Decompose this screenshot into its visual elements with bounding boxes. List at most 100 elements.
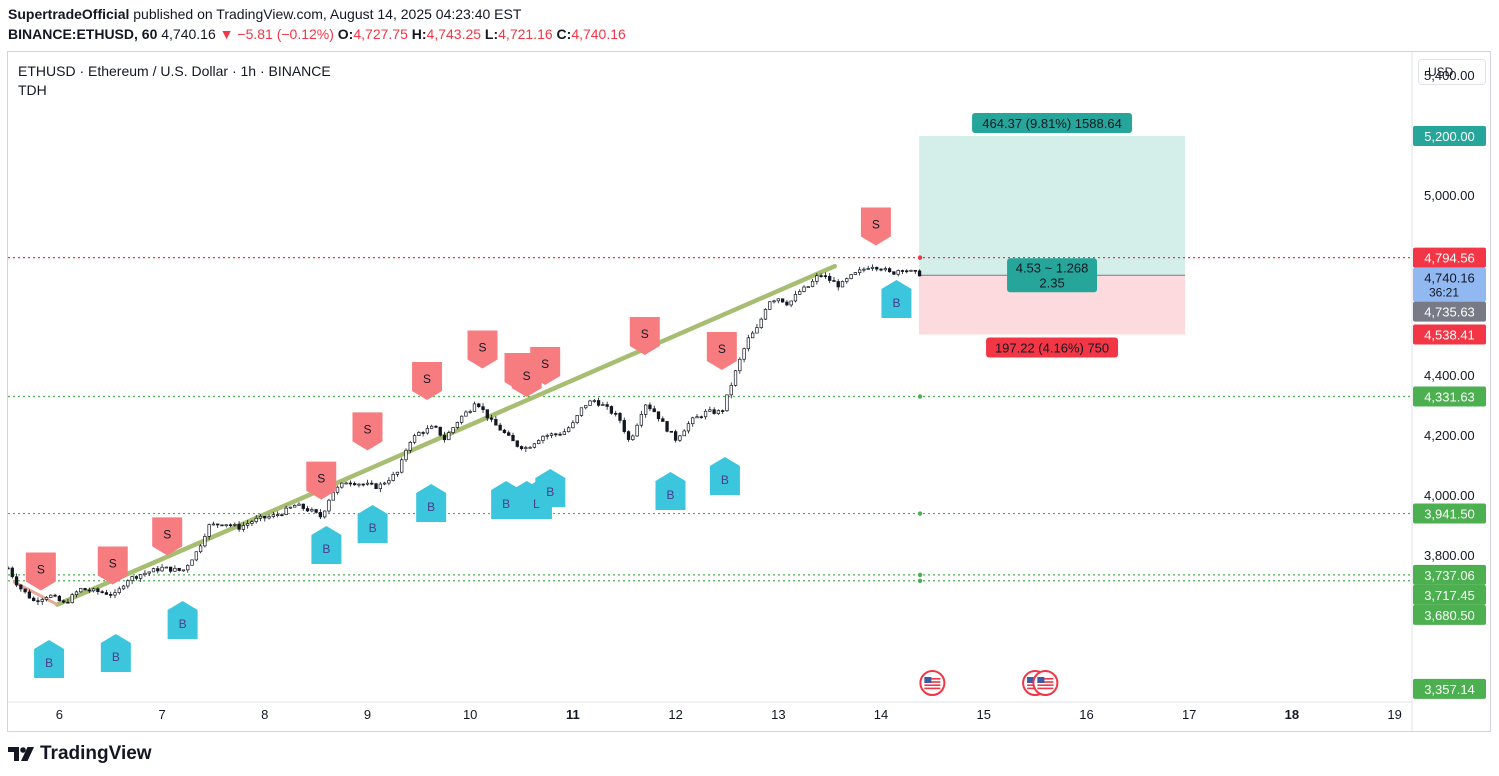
candle-body[interactable] [507,432,511,436]
economic-event-flag[interactable] [1032,670,1059,696]
candle-body[interactable] [425,428,430,434]
level-anchor-dot[interactable] [917,511,923,516]
candle-body[interactable] [32,597,36,602]
candle-body[interactable] [314,509,318,513]
candle-body[interactable] [297,503,301,506]
level-anchor-dot[interactable] [917,578,923,583]
price-axis-tag[interactable]: 4,538.41 [1413,324,1486,345]
candle-body[interactable] [36,600,40,603]
candle-body[interactable] [798,291,802,295]
sell-signal[interactable]: S [706,332,737,370]
candle-body[interactable] [23,588,27,593]
candle-body[interactable] [44,597,49,600]
candle-body[interactable] [785,301,789,306]
candle-body[interactable] [703,410,708,418]
candle-body[interactable] [310,509,314,512]
candle-body[interactable] [177,567,181,571]
candle-body[interactable] [117,588,121,593]
candle-body[interactable] [181,569,186,572]
candle-body[interactable] [361,483,365,486]
candle-body[interactable] [323,510,327,518]
tradingview-logo[interactable]: TradingView [8,743,152,765]
candle-body[interactable] [305,508,310,512]
candle-body[interactable] [228,524,233,527]
candle-body[interactable] [746,337,751,350]
candle-body[interactable] [387,480,391,484]
buy-signal[interactable]: B [357,505,388,543]
candle-body[interactable] [83,588,87,591]
candle-body[interactable] [61,600,66,603]
candle-body[interactable] [768,301,772,310]
candle-body[interactable] [815,275,819,282]
candle-body[interactable] [421,432,425,434]
candle-body[interactable] [113,592,117,596]
candle-body[interactable] [566,427,571,433]
candle-body[interactable] [554,433,558,436]
candle-body[interactable] [485,409,489,419]
candle-body[interactable] [357,483,361,486]
candle-body[interactable] [121,585,126,590]
target-label[interactable]: 464.37 (9.81%) 1588.64 [972,113,1133,133]
candle-body[interactable] [635,424,639,437]
candle-body[interactable] [164,566,168,569]
candle-body[interactable] [331,492,335,501]
candle-body[interactable] [186,564,190,571]
plot-area[interactable]: SSSSSSSSSSSSSBBBBBBBBBBBBB [7,136,1410,678]
candle-body[interactable] [712,409,716,414]
candle-body[interactable] [605,404,609,407]
candle-body[interactable] [738,358,742,372]
candle-body[interactable] [601,404,605,406]
candle-body[interactable] [53,594,57,597]
candle-body[interactable] [511,434,515,442]
candle-body[interactable] [156,568,160,572]
candle-body[interactable] [691,417,695,425]
candle-body[interactable] [434,425,438,428]
candle-body[interactable] [913,269,917,272]
candle-body[interactable] [853,272,858,275]
candle-body[interactable] [275,514,280,516]
candle-body[interactable] [656,411,661,420]
sell-signal[interactable]: S [97,546,128,585]
candle-body[interactable] [318,512,323,518]
buy-signal[interactable]: B [535,469,566,507]
candle-body[interactable] [160,566,164,572]
candle-body[interactable] [348,482,353,485]
candle-body[interactable] [412,435,417,443]
candle-body[interactable] [288,506,293,509]
stop-label[interactable]: 197.22 (4.16%) 750 [986,337,1119,358]
candle-body[interactable] [254,517,258,523]
candle-body[interactable] [849,274,853,279]
candle-body[interactable] [442,434,447,441]
candle-body[interactable] [468,411,472,413]
candle-body[interactable] [639,414,644,426]
candle-body[interactable] [391,474,395,481]
candle-body[interactable] [845,278,849,282]
candle-body[interactable] [147,571,151,574]
candle-body[interactable] [819,275,823,277]
candle-body[interactable] [875,266,879,270]
candle-body[interactable] [447,432,451,441]
candle-body[interactable] [143,572,147,575]
candle-body[interactable] [70,594,74,604]
buy-signal[interactable]: B [167,601,198,639]
candle-body[interactable] [173,567,177,572]
candle-body[interactable] [139,574,143,579]
candle-body[interactable] [802,286,806,292]
candles[interactable] [7,264,922,605]
sell-signal[interactable]: S [412,362,443,400]
candle-body[interactable] [378,483,382,490]
candle-body[interactable] [532,443,537,448]
sell-signal[interactable]: S [629,317,660,355]
candle-body[interactable] [917,270,922,277]
price-axis-tag[interactable]: 3,717.45 [1413,584,1486,605]
candle-body[interactable] [498,424,502,431]
candle-body[interactable] [519,446,524,449]
candle-body[interactable] [451,427,455,433]
candle-body[interactable] [776,298,780,302]
candle-body[interactable] [417,432,421,436]
candle-body[interactable] [562,431,566,435]
candle-body[interactable] [246,523,250,526]
candle-body[interactable] [271,514,275,517]
candle-body[interactable] [224,524,228,527]
